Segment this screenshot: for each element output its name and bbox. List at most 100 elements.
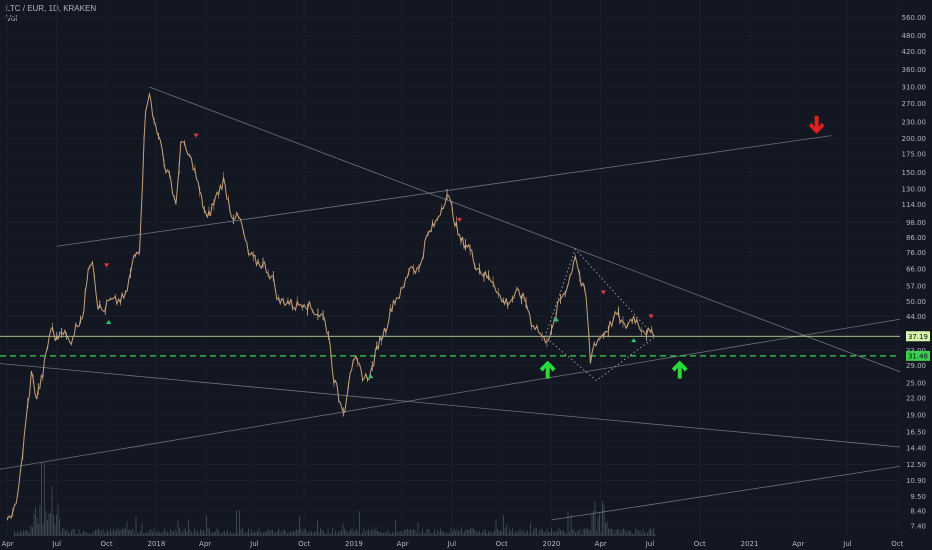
volume-bar (542, 529, 543, 536)
volume-bar (581, 533, 582, 536)
volume-bar (618, 528, 620, 536)
trend-line (0, 363, 901, 448)
volume-bar (554, 532, 555, 536)
volume-bar (407, 528, 408, 536)
volume-bar (219, 533, 221, 536)
volume-bar (450, 528, 452, 536)
volume-bar (530, 522, 531, 536)
volume-bar (539, 529, 540, 536)
volume-bar (98, 528, 99, 536)
sell-signal-marker (600, 290, 606, 295)
volume-bar (51, 486, 53, 536)
volume-bar (590, 530, 591, 536)
volume-bar (426, 528, 428, 536)
volume-bar (354, 529, 356, 536)
volume-bar (462, 532, 464, 536)
sell-signal-marker (456, 218, 462, 223)
volume-bar (86, 532, 87, 536)
volume-bar (437, 530, 438, 536)
volume-bar (44, 462, 45, 536)
volume-bar (641, 533, 642, 536)
volume-bar (605, 523, 606, 536)
volume-bar (474, 529, 476, 536)
volume-bar (485, 529, 486, 536)
volume-bar (434, 529, 435, 536)
volume-bar (188, 519, 189, 536)
volume-bar (321, 529, 323, 536)
volume-bar (231, 533, 233, 536)
volume-bar (596, 530, 597, 536)
volume-bar (504, 528, 506, 536)
volume-bar (120, 529, 122, 536)
volume-bar (101, 531, 102, 536)
volume-bar (416, 533, 417, 536)
volume-bar (77, 533, 78, 536)
volume-bar (209, 528, 210, 536)
volume-bar (363, 528, 365, 536)
volume-bar (326, 533, 327, 536)
volume-bar (57, 504, 59, 536)
volume-bar (215, 531, 216, 536)
price-badge-label: 37.19 (908, 333, 928, 341)
volume-bar (66, 529, 68, 536)
volume-bar (137, 533, 138, 536)
time-axis[interactable]: Apr Jul Oct 2018 Apr Jul Oct 2019 Apr Jul Oct 2020 A… (2, 540, 904, 548)
volume-bar (563, 530, 564, 536)
volume-bar (185, 528, 186, 536)
volume-bar (191, 532, 192, 536)
time-axis-label: Oct (496, 540, 508, 548)
volume-bar (455, 531, 456, 536)
volume-bar (206, 515, 207, 536)
volume-bar (59, 518, 60, 536)
volume-bar (408, 530, 410, 536)
sell-signal-marker (104, 263, 110, 268)
volume-bar (570, 514, 572, 536)
volume-bar (336, 533, 338, 536)
price-axis[interactable]: 7.40 8.40 9.50 10.90 12.50 14.40 16.50 19.00 22.… (902, 14, 931, 531)
volume-bar (69, 533, 71, 536)
volume-bar (468, 529, 470, 536)
volume-bar (263, 532, 264, 536)
volume-bar (285, 531, 287, 536)
price-axis-label: 16.50 (906, 428, 926, 436)
volume-bar (41, 462, 42, 536)
volume-bar (624, 529, 626, 536)
volume-bar (498, 530, 500, 536)
volume-bar (611, 528, 612, 536)
buy-signal-marker (553, 317, 559, 322)
volume-bar (479, 530, 480, 536)
volume-bar (413, 528, 414, 536)
volume-bar (93, 531, 95, 536)
price-axis-label: 130.00 (902, 186, 927, 194)
volume-bar (102, 528, 104, 536)
volume-bar (638, 531, 639, 536)
time-axis-label: Jul (447, 540, 457, 548)
volume-bar (192, 533, 194, 536)
volume-bar (269, 530, 270, 536)
volume-bar (488, 530, 489, 536)
volume-bar (420, 532, 422, 536)
volume-bar (639, 530, 641, 536)
volume-bar (207, 528, 209, 536)
time-axis-label: Apr (595, 540, 607, 548)
volume-bar (233, 533, 234, 536)
volume-bar (362, 532, 363, 536)
volume-bar (105, 532, 107, 536)
volume-bar (45, 511, 47, 536)
volume-bar (489, 531, 491, 536)
trend-line (149, 86, 901, 373)
volume-bar (357, 531, 359, 536)
price-line (7, 93, 656, 520)
price-axis-label: 14.40 (906, 444, 926, 452)
volume-bar (609, 528, 611, 536)
volume-bar (650, 528, 651, 536)
volume-bar (477, 531, 479, 536)
volume-bar (390, 533, 392, 536)
volume-bar (197, 530, 198, 536)
volume-bar (129, 529, 131, 536)
volume-bar (42, 524, 44, 536)
volume-bar (161, 533, 162, 536)
volume-bar (33, 514, 35, 536)
